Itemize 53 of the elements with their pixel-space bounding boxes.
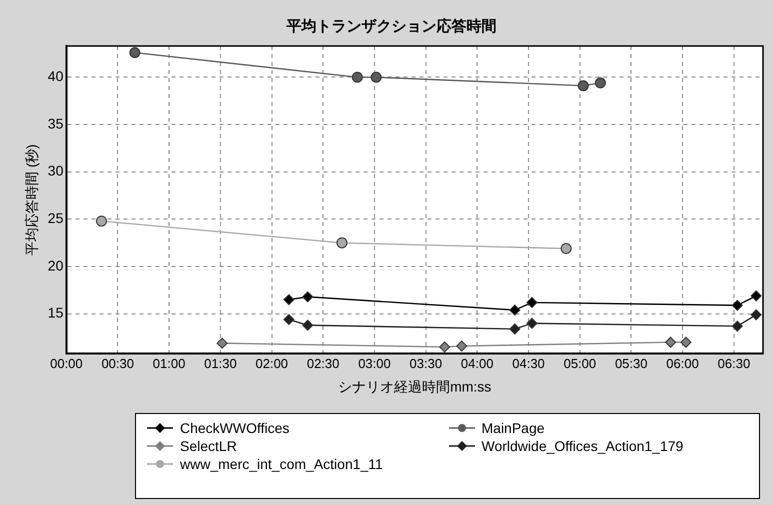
x-tick-label: 03:30 — [410, 356, 442, 371]
legend-label: SelectLR — [180, 438, 237, 454]
point — [526, 318, 538, 329]
x-tick-label: 02:00 — [255, 356, 288, 371]
x-tick-label: 00:00 — [50, 356, 83, 371]
legend-label: Worldwide_Offices_Action1_179 — [482, 438, 684, 454]
point — [665, 336, 676, 348]
point — [283, 294, 294, 306]
point — [129, 47, 140, 58]
y-tick-label: 25 — [48, 210, 64, 226]
x-tick-label: 04:30 — [512, 356, 545, 371]
point — [560, 243, 572, 254]
y-tick-label: 20 — [48, 257, 64, 274]
y-axis-title: 平均応答時間 (秒) — [23, 144, 40, 256]
x-tick-label: 03:00 — [358, 356, 391, 371]
legend-label: www_merc_int_com_Action1_11 — [180, 456, 383, 472]
legend-label: CheckWWOffices — [180, 420, 290, 436]
x-tick-label: 05:30 — [614, 356, 648, 371]
point — [302, 320, 314, 331]
x-tick-label: 04:00 — [460, 356, 494, 371]
point — [750, 290, 762, 302]
x-tick-label: 05:00 — [564, 356, 596, 371]
x-tick-label: 00:30 — [101, 356, 134, 371]
point — [750, 309, 762, 320]
legend-label: MainPage — [482, 420, 545, 436]
y-tick-label: 35 — [48, 115, 64, 132]
chart-title: 平均トランザクション応答時間 — [286, 17, 496, 36]
point — [732, 320, 743, 332]
point — [680, 336, 692, 348]
point — [732, 300, 743, 311]
x-tick-label: 01:00 — [152, 356, 186, 371]
point — [336, 237, 348, 248]
point — [370, 72, 382, 83]
point — [509, 304, 520, 316]
point — [526, 296, 538, 308]
x-tick-label: 02:30 — [306, 356, 340, 371]
point — [439, 341, 450, 352]
y-tick-label: 15 — [48, 304, 64, 321]
x-tick-label: 01:30 — [204, 356, 237, 371]
x-tick-label: 06:30 — [718, 356, 750, 371]
point — [302, 291, 314, 302]
y-tick-label: 40 — [48, 68, 64, 84]
point — [578, 80, 589, 92]
point — [96, 216, 107, 227]
point — [283, 314, 294, 326]
point — [352, 72, 363, 83]
y-tick-label: 30 — [48, 162, 64, 179]
x-tick-label: 06:00 — [666, 356, 699, 371]
point — [509, 323, 520, 334]
point — [594, 77, 606, 88]
point — [456, 340, 468, 352]
point — [216, 338, 228, 349]
x-axis-title: シナリオ経過時間mm:ss — [338, 378, 492, 394]
